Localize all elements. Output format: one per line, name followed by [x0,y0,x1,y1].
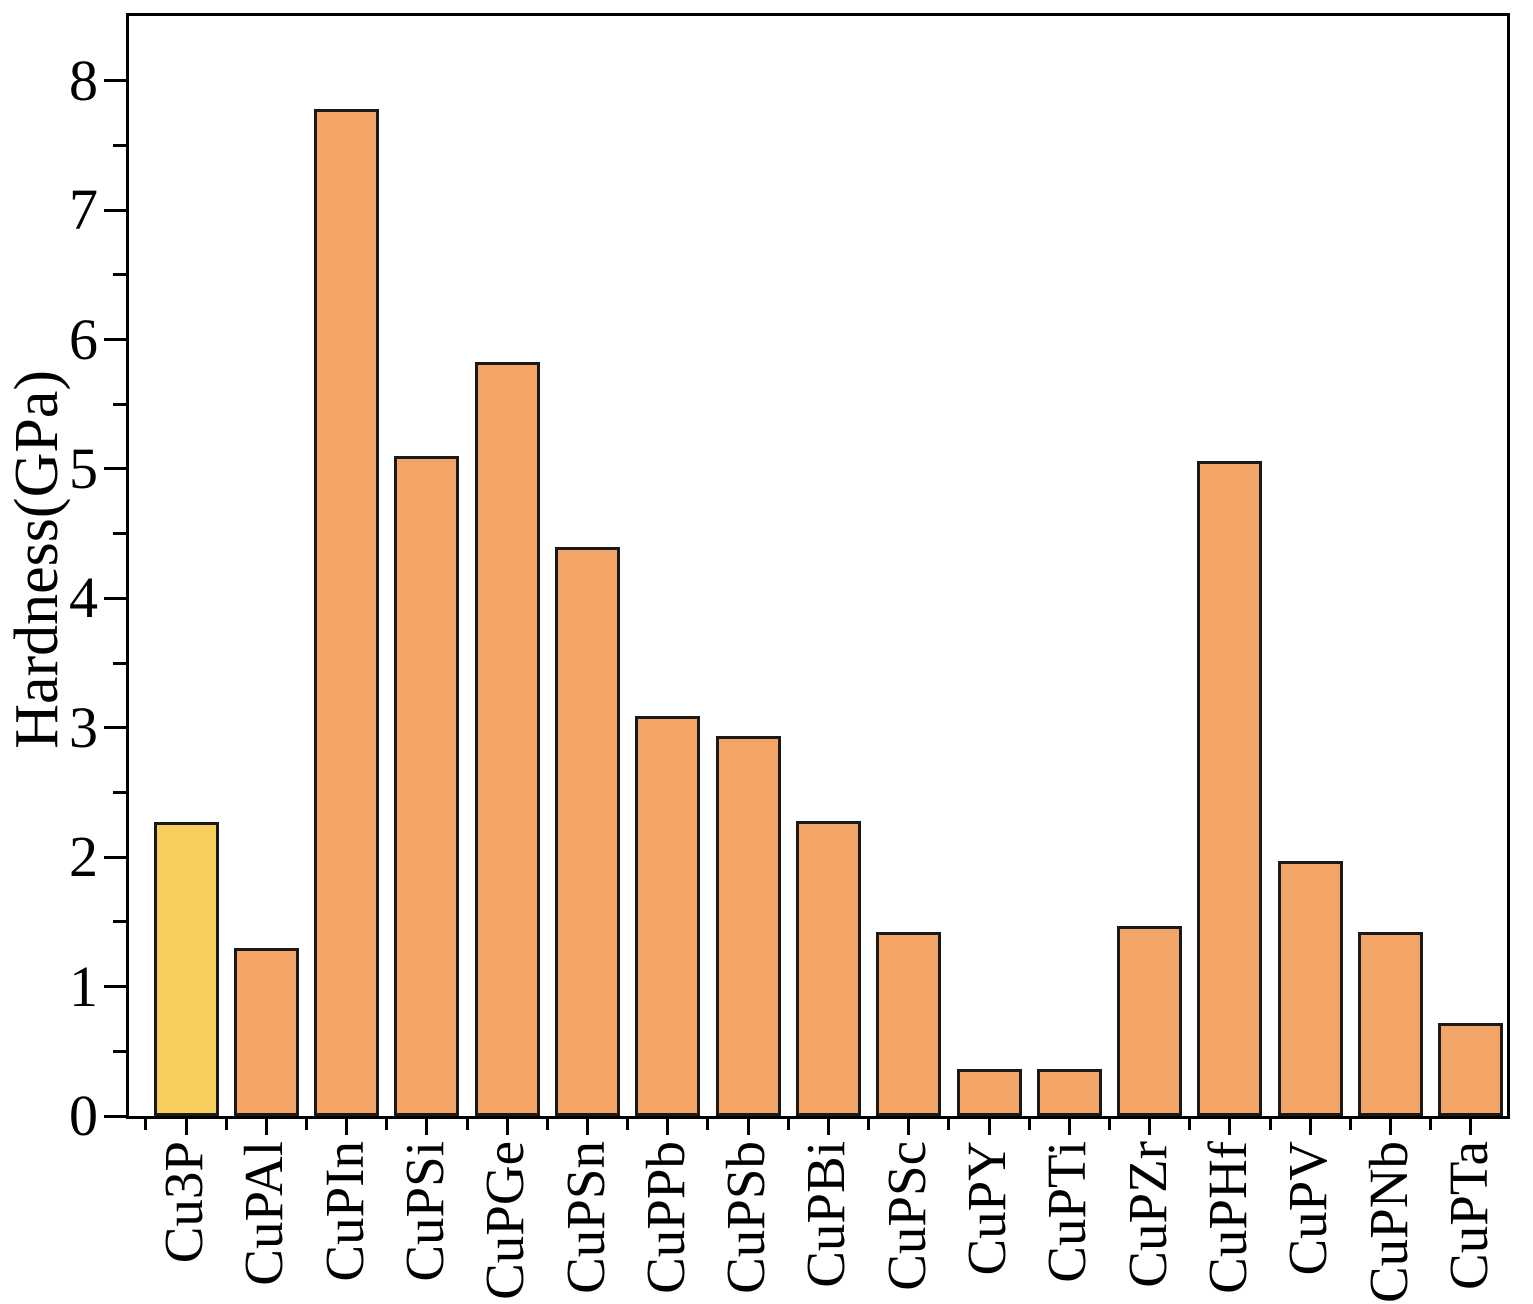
x-tick-minor [1107,1119,1111,1130]
x-tick-label-CuPIn: CuPIn [313,1141,375,1282]
y-tick-minor [113,790,126,794]
x-tick-minor [1027,1119,1031,1130]
x-tick-major [1148,1119,1152,1135]
y-tick-major [104,726,126,730]
x-tick-minor [867,1119,871,1130]
y-tick-minor [113,920,126,924]
x-tick-label-CuPAl: CuPAl [233,1141,295,1286]
x-tick-major [746,1119,750,1135]
x-tick-major [184,1119,188,1135]
y-tick-major [104,985,126,989]
y-tick-label: 0 [69,1083,98,1148]
bar-CuPSc [876,932,942,1116]
x-tick-label-CuPY: CuPY [956,1141,1017,1276]
y-tick-major [104,1114,126,1118]
x-tick-minor [626,1119,630,1130]
x-tick-major [505,1119,509,1135]
y-tick-label: 1 [69,953,98,1019]
y-tick-minor [113,661,126,665]
y-tick-label: 4 [69,565,98,631]
bar-CuPY [956,1069,1022,1116]
x-tick-major [586,1119,589,1135]
y-tick-minor [113,273,126,277]
y-tick-major [104,208,126,212]
x-tick-minor [224,1119,228,1130]
bar-CuPAl [233,948,299,1116]
y-axis-label: Hardness(GPa) [3,370,71,749]
x-tick-label-CuPPb: CuPPb [634,1141,696,1294]
y-tick-major [104,855,126,859]
x-tick-major [666,1119,670,1135]
x-tick-label-CuPHf: CuPHf [1196,1141,1258,1294]
x-tick-minor [706,1119,710,1130]
x-tick-label-CuPSi: CuPSi [393,1141,455,1282]
x-tick-major [826,1119,830,1135]
y-tick-major [104,338,126,342]
bar-CuPSn [555,547,620,1116]
x-tick-minor [1188,1119,1192,1130]
x-tick-minor [304,1119,308,1130]
x-tick-label-Cu3P: Cu3P [153,1141,214,1264]
y-tick-minor [113,402,126,406]
x-tick-major [264,1119,268,1135]
x-tick-minor [947,1119,951,1130]
x-tick-minor [1268,1119,1272,1130]
y-tick-minor [113,532,126,536]
bar-CuPV [1277,861,1343,1116]
bar-CuPNb [1358,932,1423,1116]
x-tick-minor [1348,1119,1352,1130]
x-tick-major [345,1119,349,1135]
bar-CuPZr [1117,926,1183,1116]
bar-CuPSb [715,736,781,1116]
bar-Cu3P [153,822,219,1116]
bar-CuPHf [1197,461,1263,1116]
y-tick-minor [113,1049,126,1053]
x-tick-label-CuPGe: CuPGe [474,1141,536,1300]
x-tick-minor [786,1119,790,1130]
x-tick-minor [1429,1119,1433,1130]
x-tick-major [987,1119,991,1135]
bar-CuPTi [1036,1069,1102,1116]
y-tick-label: 6 [69,306,98,372]
x-tick-major [907,1119,911,1135]
x-tick-label-CuPTa: CuPTa [1437,1141,1499,1290]
x-tick-major [1308,1119,1312,1135]
bar-CuPTa [1438,1023,1504,1116]
x-tick-label-CuPV: CuPV [1277,1141,1339,1276]
x-tick-minor [385,1119,389,1130]
y-tick-label: 7 [69,177,98,243]
bar-CuPIn [314,109,380,1116]
y-tick-minor [113,143,126,147]
bar-CuPBi [795,821,861,1116]
y-tick-label: 3 [69,694,98,760]
bar-CuPGe [474,362,540,1116]
y-tick-label: 8 [69,47,98,113]
x-tick-label-CuPSc: CuPSc [875,1141,937,1291]
y-tick-label: 2 [69,824,98,890]
x-tick-minor [545,1119,549,1130]
y-tick-label: 5 [69,435,98,501]
y-tick-major [104,467,126,471]
bar-CuPPb [635,716,701,1116]
x-tick-label-CuPNb: CuPNb [1357,1141,1419,1303]
y-tick-major [104,79,126,83]
x-tick-label-CuPSn: CuPSn [554,1141,616,1294]
x-tick-major [1228,1119,1232,1135]
x-tick-label-CuPSb: CuPSb [715,1141,777,1294]
x-tick-major [425,1119,429,1135]
bar-CuPSi [394,456,460,1116]
x-tick-major [1067,1119,1071,1135]
x-tick-label-CuPTi: CuPTi [1036,1141,1098,1283]
x-tick-label-CuPBi: CuPBi [795,1141,857,1288]
x-tick-minor [144,1119,148,1130]
x-tick-major [1469,1119,1473,1135]
y-tick-major [104,596,126,600]
x-tick-minor [465,1119,469,1130]
x-tick-major [1389,1119,1392,1135]
plot-frame [126,13,1510,1119]
x-tick-label-CuPZr: CuPZr [1116,1141,1178,1288]
